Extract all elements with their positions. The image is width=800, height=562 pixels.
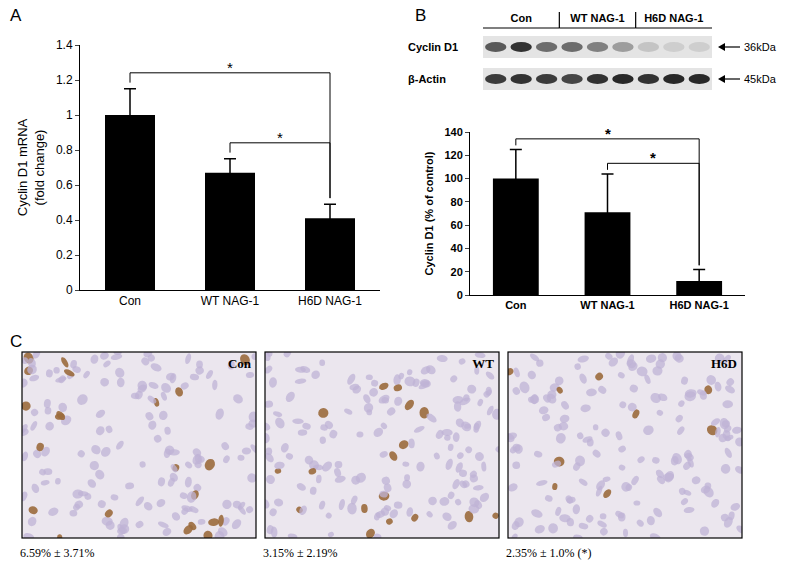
svg-text:*: *	[605, 125, 611, 142]
svg-text:100: 100	[444, 172, 462, 184]
svg-text:0.8: 0.8	[56, 143, 73, 157]
svg-text:1: 1	[66, 108, 73, 122]
svg-text:80: 80	[451, 196, 463, 208]
svg-text:Con: Con	[505, 299, 527, 311]
svg-text:0.4: 0.4	[56, 213, 73, 227]
svg-text:Cyclin D1 (% of control): Cyclin D1 (% of control)	[423, 151, 435, 275]
svg-text:140: 140	[444, 126, 462, 138]
svg-text:β-Actin: β-Actin	[408, 73, 446, 85]
svg-text:1.4: 1.4	[56, 38, 73, 52]
svg-text:1.2: 1.2	[56, 73, 73, 87]
html-text:C: C	[10, 332, 23, 351]
svg-text:*: *	[650, 149, 656, 166]
svg-text:H6D: H6D	[711, 356, 737, 371]
svg-text:Con: Con	[228, 356, 252, 371]
svg-text:Cyclin D1 mRNA(fold change): Cyclin D1 mRNA(fold change)	[15, 118, 47, 216]
html-text:B: B	[415, 6, 427, 25]
svg-text:40: 40	[451, 242, 463, 254]
svg-text:20: 20	[451, 266, 463, 278]
svg-text:Con: Con	[510, 12, 532, 24]
svg-text:0.6: 0.6	[56, 178, 73, 192]
svg-text:WT NAG-1: WT NAG-1	[570, 12, 624, 24]
html-text:A: A	[10, 6, 22, 25]
svg-text:WT NAG-1: WT NAG-1	[201, 294, 260, 308]
svg-text:0: 0	[457, 289, 463, 301]
svg-text:0: 0	[66, 283, 73, 297]
svg-text:Con: Con	[119, 294, 141, 308]
svg-text:60: 60	[451, 219, 463, 231]
svg-text:45kDa: 45kDa	[744, 73, 777, 85]
html-text:3.15% ± 2.19%: 3.15% ± 2.19%	[263, 546, 338, 560]
svg-text:36kDa: 36kDa	[744, 41, 777, 53]
svg-text:*: *	[277, 129, 283, 146]
html-text:6.59% ± 3.71%: 6.59% ± 3.71%	[20, 546, 95, 560]
svg-text:WT: WT	[472, 356, 494, 371]
svg-text:*: *	[227, 59, 233, 76]
svg-text:0.2: 0.2	[56, 248, 73, 262]
html-text:2.35% ± 1.0% (*): 2.35% ± 1.0% (*)	[506, 546, 592, 560]
svg-text:WT NAG-1: WT NAG-1	[580, 299, 634, 311]
svg-text:120: 120	[444, 149, 462, 161]
svg-text:H6D NAG-1: H6D NAG-1	[670, 299, 729, 311]
svg-text:Cyclin D1: Cyclin D1	[408, 41, 458, 53]
svg-text:H6D NAG-1: H6D NAG-1	[644, 12, 703, 24]
svg-text:H6D NAG-1: H6D NAG-1	[298, 294, 362, 308]
